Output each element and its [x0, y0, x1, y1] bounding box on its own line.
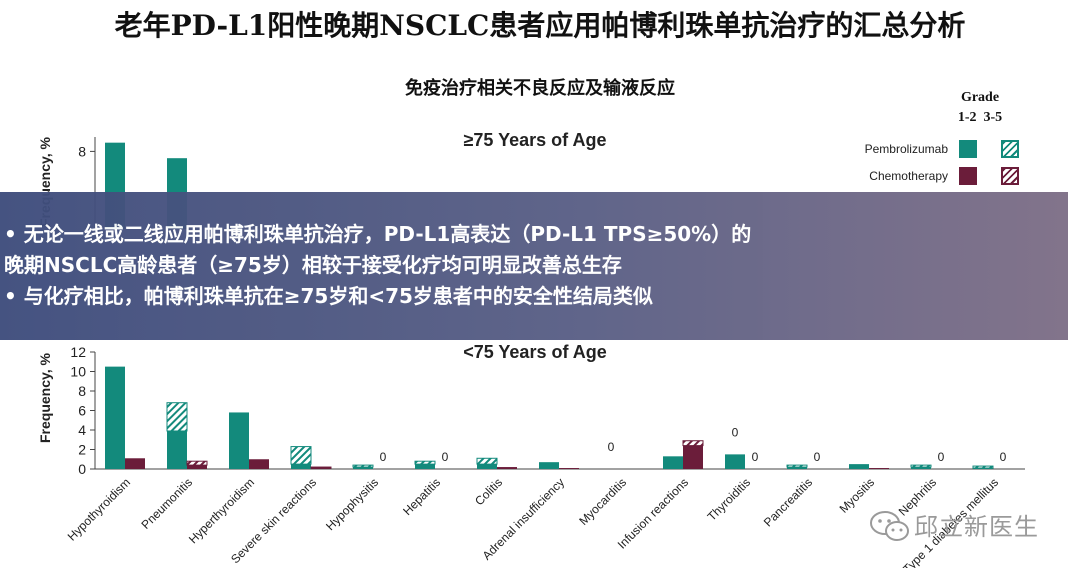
legend-swatch-solid [959, 167, 977, 185]
y-tick-label: 8 [78, 143, 86, 159]
watermark-text: 邱立新医生 [914, 513, 1039, 541]
grade-header: Grade 1-2 3-5 [945, 88, 1015, 128]
page-title: 老年PD-L1阳性晚期NSCLC患者应用帕博利珠单抗治疗的汇总分析 [114, 9, 966, 42]
grade-columns-label: 1-2 3-5 [957, 110, 1003, 125]
banner-line-3: • 与化疗相比，帕博利珠单抗在≥75岁和<75岁患者中的安全性结局类似 [4, 284, 653, 308]
legend-swatch-solid [959, 140, 977, 158]
legend-swatch-hatched [1001, 167, 1019, 185]
legend-item-pembrolizumab: Pembrolizumab [846, 140, 1056, 162]
legend-item-chemotherapy: Chemotherapy [846, 167, 1056, 189]
legend-label: Pembrolizumab [864, 142, 948, 156]
summary-banner: • 无论一线或二线应用帕博利珠单抗治疗，PD-L1高表达（PD-L1 TPS≥5… [0, 192, 1068, 340]
page-subtitle: 免疫治疗相关不良反应及输液反应 [405, 78, 675, 99]
banner-line-2: 晚期NSCLC高龄患者（≥75岁）相较于接受化疗均可明显改善总生存 [4, 253, 622, 277]
chart-title: ≥75 Years of Age [464, 130, 607, 150]
banner-line-1: • 无论一线或二线应用帕博利珠单抗治疗，PD-L1高表达（PD-L1 TPS≥5… [4, 222, 752, 246]
wechat-icon [870, 511, 909, 541]
grade-header-label: Grade [960, 90, 1000, 105]
legend-swatch-hatched [1001, 140, 1019, 158]
legend-label: Chemotherapy [869, 169, 948, 183]
